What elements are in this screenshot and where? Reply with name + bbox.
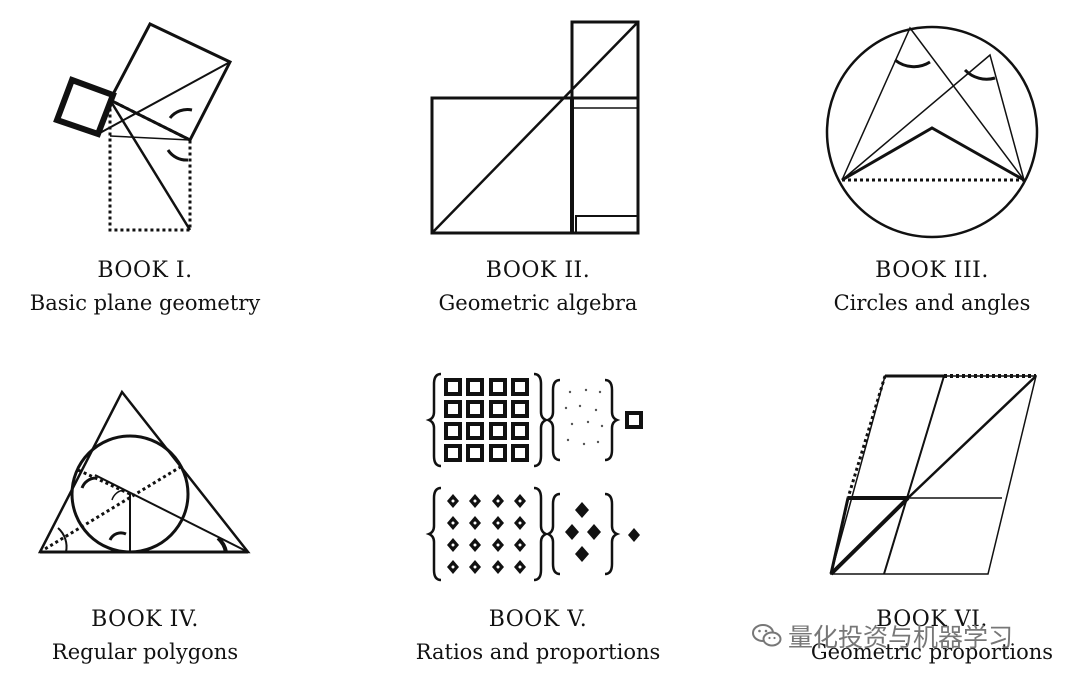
ratio-arrays-icon <box>425 372 643 582</box>
book-6-caption: BOOK VI. Geometric proportions <box>782 607 1080 665</box>
book-5-caption: BOOK V. Ratios and proportions <box>388 607 688 665</box>
book-subtitle: Geometric proportions <box>810 640 1054 664</box>
book-2-caption: BOOK II. Geometric algebra <box>388 258 688 316</box>
book-subtitle: Regular polygons <box>51 640 239 664</box>
book-subtitle: Geometric algebra <box>438 291 638 315</box>
book-3-caption: BOOK III. Circles and angles <box>782 258 1080 316</box>
book-1-caption: BOOK I. Basic plane geometry <box>0 258 295 316</box>
wechat-icon <box>752 624 782 647</box>
book-subtitle: Circles and angles <box>833 291 1031 315</box>
book-subtitle: Basic plane geometry <box>29 291 261 315</box>
incircle-triangle-icon <box>37 389 251 554</box>
book-subtitle: Ratios and proportions <box>415 640 661 664</box>
book-number: BOOK I. <box>97 258 193 283</box>
book-number: BOOK IV. <box>91 607 199 632</box>
inscribed-angles-icon <box>825 25 1039 239</box>
pythagoras-figure-icon <box>53 22 233 232</box>
book-number: BOOK II. <box>485 258 591 283</box>
book-number: BOOK III. <box>875 258 989 283</box>
watermark: 量化投资与机器学习 <box>752 618 1013 654</box>
book-4-caption: BOOK IV. Regular polygons <box>0 607 295 665</box>
book-number: BOOK V. <box>488 607 588 632</box>
book-number: BOOK VI. <box>876 607 988 632</box>
parallelogram-diagonal-icon <box>829 374 1037 576</box>
square-diagonal-icon <box>430 20 640 235</box>
watermark-text: 量化投资与机器学习 <box>788 623 1014 652</box>
